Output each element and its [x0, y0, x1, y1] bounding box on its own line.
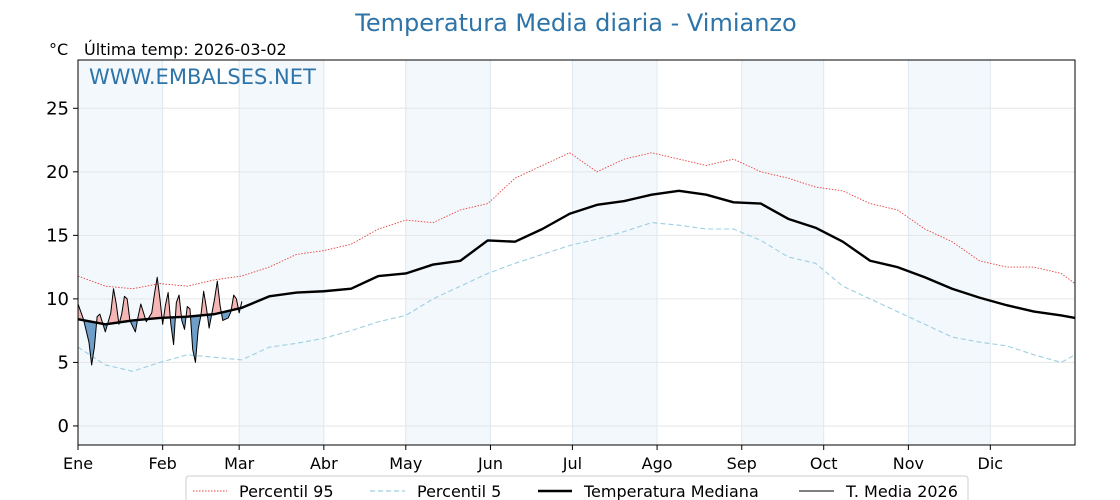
below-median-fill	[181, 312, 187, 330]
median-line	[77, 189, 1076, 326]
legend-label-p5: Percentil 5	[417, 482, 501, 500]
month-bands	[78, 60, 991, 445]
below-median-fill	[84, 316, 98, 365]
x-tick-label: Ago	[642, 454, 673, 473]
x-axis: Ene Feb Mar Abr May Jun Jul Ago Sep Oct Nov Dic	[63, 445, 1003, 473]
month-band	[908, 60, 991, 445]
x-tick-label: Sep	[727, 454, 757, 473]
x-tick-label: Dic	[978, 454, 1004, 473]
x-tick-label: May	[389, 454, 422, 473]
month-band	[741, 60, 824, 445]
legend-label-median: Temperatura Mediana	[583, 482, 759, 500]
x-tick-label: Jul	[562, 454, 582, 473]
x-tick-label: Mar	[224, 454, 255, 473]
last-temp-label: Última temp: 2026-03-02	[84, 40, 287, 59]
legend-label-2026: T. Media 2026	[845, 482, 958, 500]
y-axis: 0 5 10 15 20 25	[46, 98, 78, 437]
series-lines	[77, 152, 1076, 372]
chart-title: Temperatura Media diaria - Vimianzo	[354, 9, 796, 37]
y-tick-label: 0	[58, 416, 69, 437]
unit-label: °C	[49, 40, 68, 59]
above-median-fill	[148, 277, 162, 320]
current-year-line	[77, 276, 243, 366]
x-tick-label: Oct	[810, 454, 838, 473]
month-band	[572, 60, 658, 445]
legend-label-p95: Percentil 95	[239, 482, 334, 500]
above-median-fill	[119, 296, 131, 323]
below-median-fill	[221, 307, 232, 321]
p5-line	[77, 222, 1076, 372]
below-median-fill	[170, 313, 176, 345]
plot-frame	[77, 59, 1076, 446]
x-tick-label: Jun	[477, 454, 503, 473]
above-median-fill	[200, 291, 208, 318]
y-tick-label: 25	[46, 98, 69, 119]
month-band	[78, 60, 163, 445]
above-median-fill	[108, 288, 119, 325]
p95-line	[77, 152, 1076, 290]
legend-box	[185, 475, 969, 500]
watermark: WWW.EMBALSES.NET	[89, 65, 316, 89]
above-median-fill	[211, 281, 222, 315]
x-tick-label: Nov	[893, 454, 924, 473]
y-tick-label: 5	[58, 352, 69, 373]
y-tick-label: 20	[46, 162, 69, 183]
x-tick-label: Abr	[310, 454, 338, 473]
grid-lines	[78, 60, 1075, 445]
x-tick-label: Feb	[149, 454, 177, 473]
y-tick-label: 15	[46, 225, 69, 246]
x-tick-label: Ene	[63, 454, 93, 473]
legend: Percentil 95 Percentil 5 Temperatura Med…	[185, 475, 969, 500]
month-band	[405, 60, 491, 445]
month-band	[239, 60, 324, 445]
y-tick-label: 10	[46, 289, 69, 310]
